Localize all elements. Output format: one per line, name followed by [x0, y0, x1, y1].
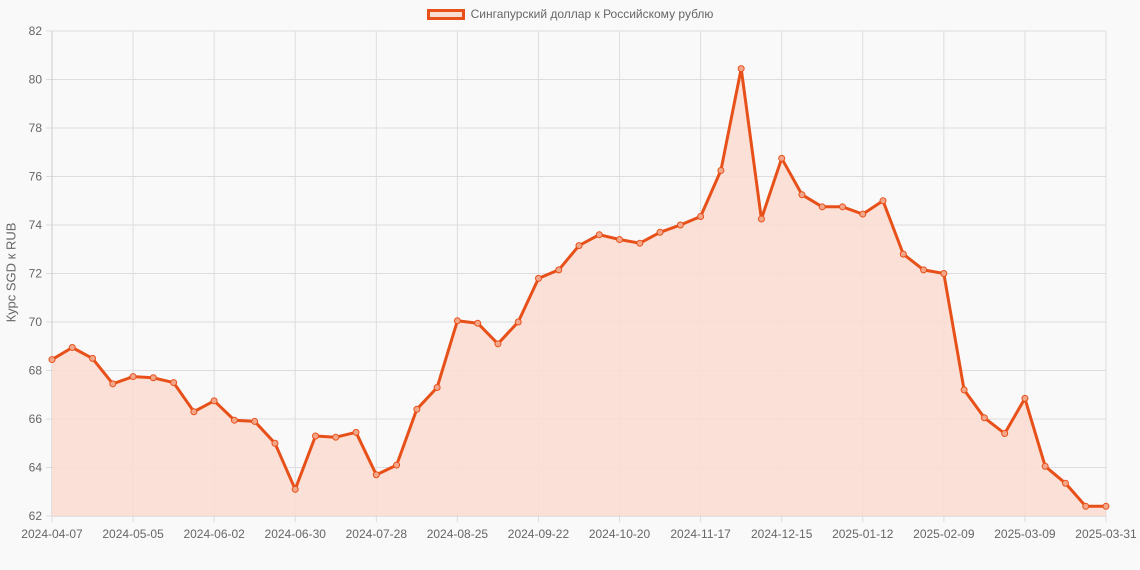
data-point[interactable]	[48, 356, 56, 364]
legend[interactable]: Сингапурский доллар к Российскому рублю	[0, 7, 1140, 21]
data-point[interactable]	[129, 373, 137, 381]
data-point[interactable]	[859, 210, 867, 218]
data-point[interactable]	[474, 319, 482, 327]
data-point[interactable]	[575, 242, 583, 250]
y-tick-label: 80	[29, 73, 43, 87]
area-fill	[52, 68, 1106, 516]
y-tick-label: 70	[29, 315, 43, 329]
legend-label: Сингапурский доллар к Российскому рублю	[470, 7, 714, 21]
data-point[interactable]	[1001, 430, 1009, 438]
data-point[interactable]	[1061, 479, 1069, 487]
data-point[interactable]	[737, 65, 745, 73]
data-point[interactable]	[149, 374, 157, 382]
data-point[interactable]	[697, 213, 705, 221]
data-point[interactable]	[818, 203, 826, 211]
data-point[interactable]	[109, 380, 117, 388]
data-point[interactable]	[980, 414, 988, 422]
x-tick-label: 2024-10-20	[589, 527, 651, 541]
y-tick-label: 62	[29, 509, 43, 523]
data-point[interactable]	[68, 343, 76, 351]
data-point[interactable]	[352, 428, 360, 436]
data-point[interactable]	[717, 166, 725, 174]
data-point[interactable]	[616, 236, 624, 244]
data-point[interactable]	[960, 386, 968, 394]
data-point[interactable]	[453, 317, 461, 325]
data-point[interactable]	[656, 228, 664, 236]
data-point[interactable]	[1102, 502, 1110, 510]
data-point[interactable]	[433, 383, 441, 391]
y-tick-label: 68	[29, 364, 43, 378]
data-point[interactable]	[1041, 462, 1049, 470]
data-point[interactable]	[555, 266, 563, 274]
y-tick-label: 66	[29, 412, 43, 426]
x-tick-label: 2024-07-28	[346, 527, 408, 541]
y-tick-label: 72	[29, 267, 43, 281]
data-point[interactable]	[839, 203, 846, 211]
data-point[interactable]	[251, 417, 259, 425]
data-point[interactable]	[899, 250, 907, 258]
data-point[interactable]	[879, 197, 887, 205]
data-point[interactable]	[636, 239, 644, 247]
data-point[interactable]	[514, 318, 522, 326]
data-point[interactable]	[291, 485, 299, 493]
data-point[interactable]	[372, 471, 380, 479]
data-point[interactable]	[534, 274, 542, 282]
y-tick-label: 78	[29, 121, 43, 135]
data-point[interactable]	[798, 191, 806, 199]
y-tick-label: 74	[29, 218, 43, 232]
x-tick-label: 2024-05-05	[102, 527, 164, 541]
data-point[interactable]	[595, 231, 603, 239]
data-point[interactable]	[393, 461, 401, 469]
x-tick-label: 2025-03-31	[1075, 527, 1137, 541]
y-tick-label: 82	[29, 24, 43, 38]
y-tick-label: 76	[29, 170, 43, 184]
x-tick-label: 2024-12-15	[751, 527, 813, 541]
data-point[interactable]	[312, 432, 319, 440]
x-tick-label: 2024-06-30	[265, 527, 327, 541]
data-point[interactable]	[1021, 394, 1029, 402]
data-point[interactable]	[778, 154, 786, 162]
x-tick-label: 2025-02-09	[913, 527, 975, 541]
data-point[interactable]	[332, 433, 340, 441]
x-tick-label: 2024-06-02	[183, 527, 245, 541]
data-point[interactable]	[494, 340, 502, 348]
legend-swatch	[426, 8, 465, 20]
y-axis-label: Курс SGD к RUB	[3, 222, 19, 323]
data-point[interactable]	[230, 416, 238, 424]
x-tick-label: 2024-11-17	[670, 527, 731, 541]
data-point[interactable]	[170, 379, 178, 387]
x-tick-label: 2024-04-07	[21, 527, 83, 541]
data-point[interactable]	[210, 397, 218, 405]
data-point[interactable]	[190, 408, 198, 416]
data-point[interactable]	[1082, 502, 1090, 510]
x-tick-label: 2024-08-25	[427, 527, 489, 541]
data-point[interactable]	[271, 439, 279, 447]
data-point[interactable]	[940, 270, 948, 277]
x-tick-label: 2024-09-22	[508, 527, 570, 541]
data-point[interactable]	[89, 354, 97, 362]
data-point[interactable]	[413, 405, 421, 413]
data-point[interactable]	[676, 221, 684, 229]
data-point[interactable]	[920, 266, 928, 274]
y-tick-label: 64	[29, 461, 43, 475]
x-tick-label: 2025-01-12	[832, 527, 894, 541]
x-tick-label: 2025-03-09	[994, 527, 1056, 541]
data-point[interactable]	[757, 215, 765, 223]
